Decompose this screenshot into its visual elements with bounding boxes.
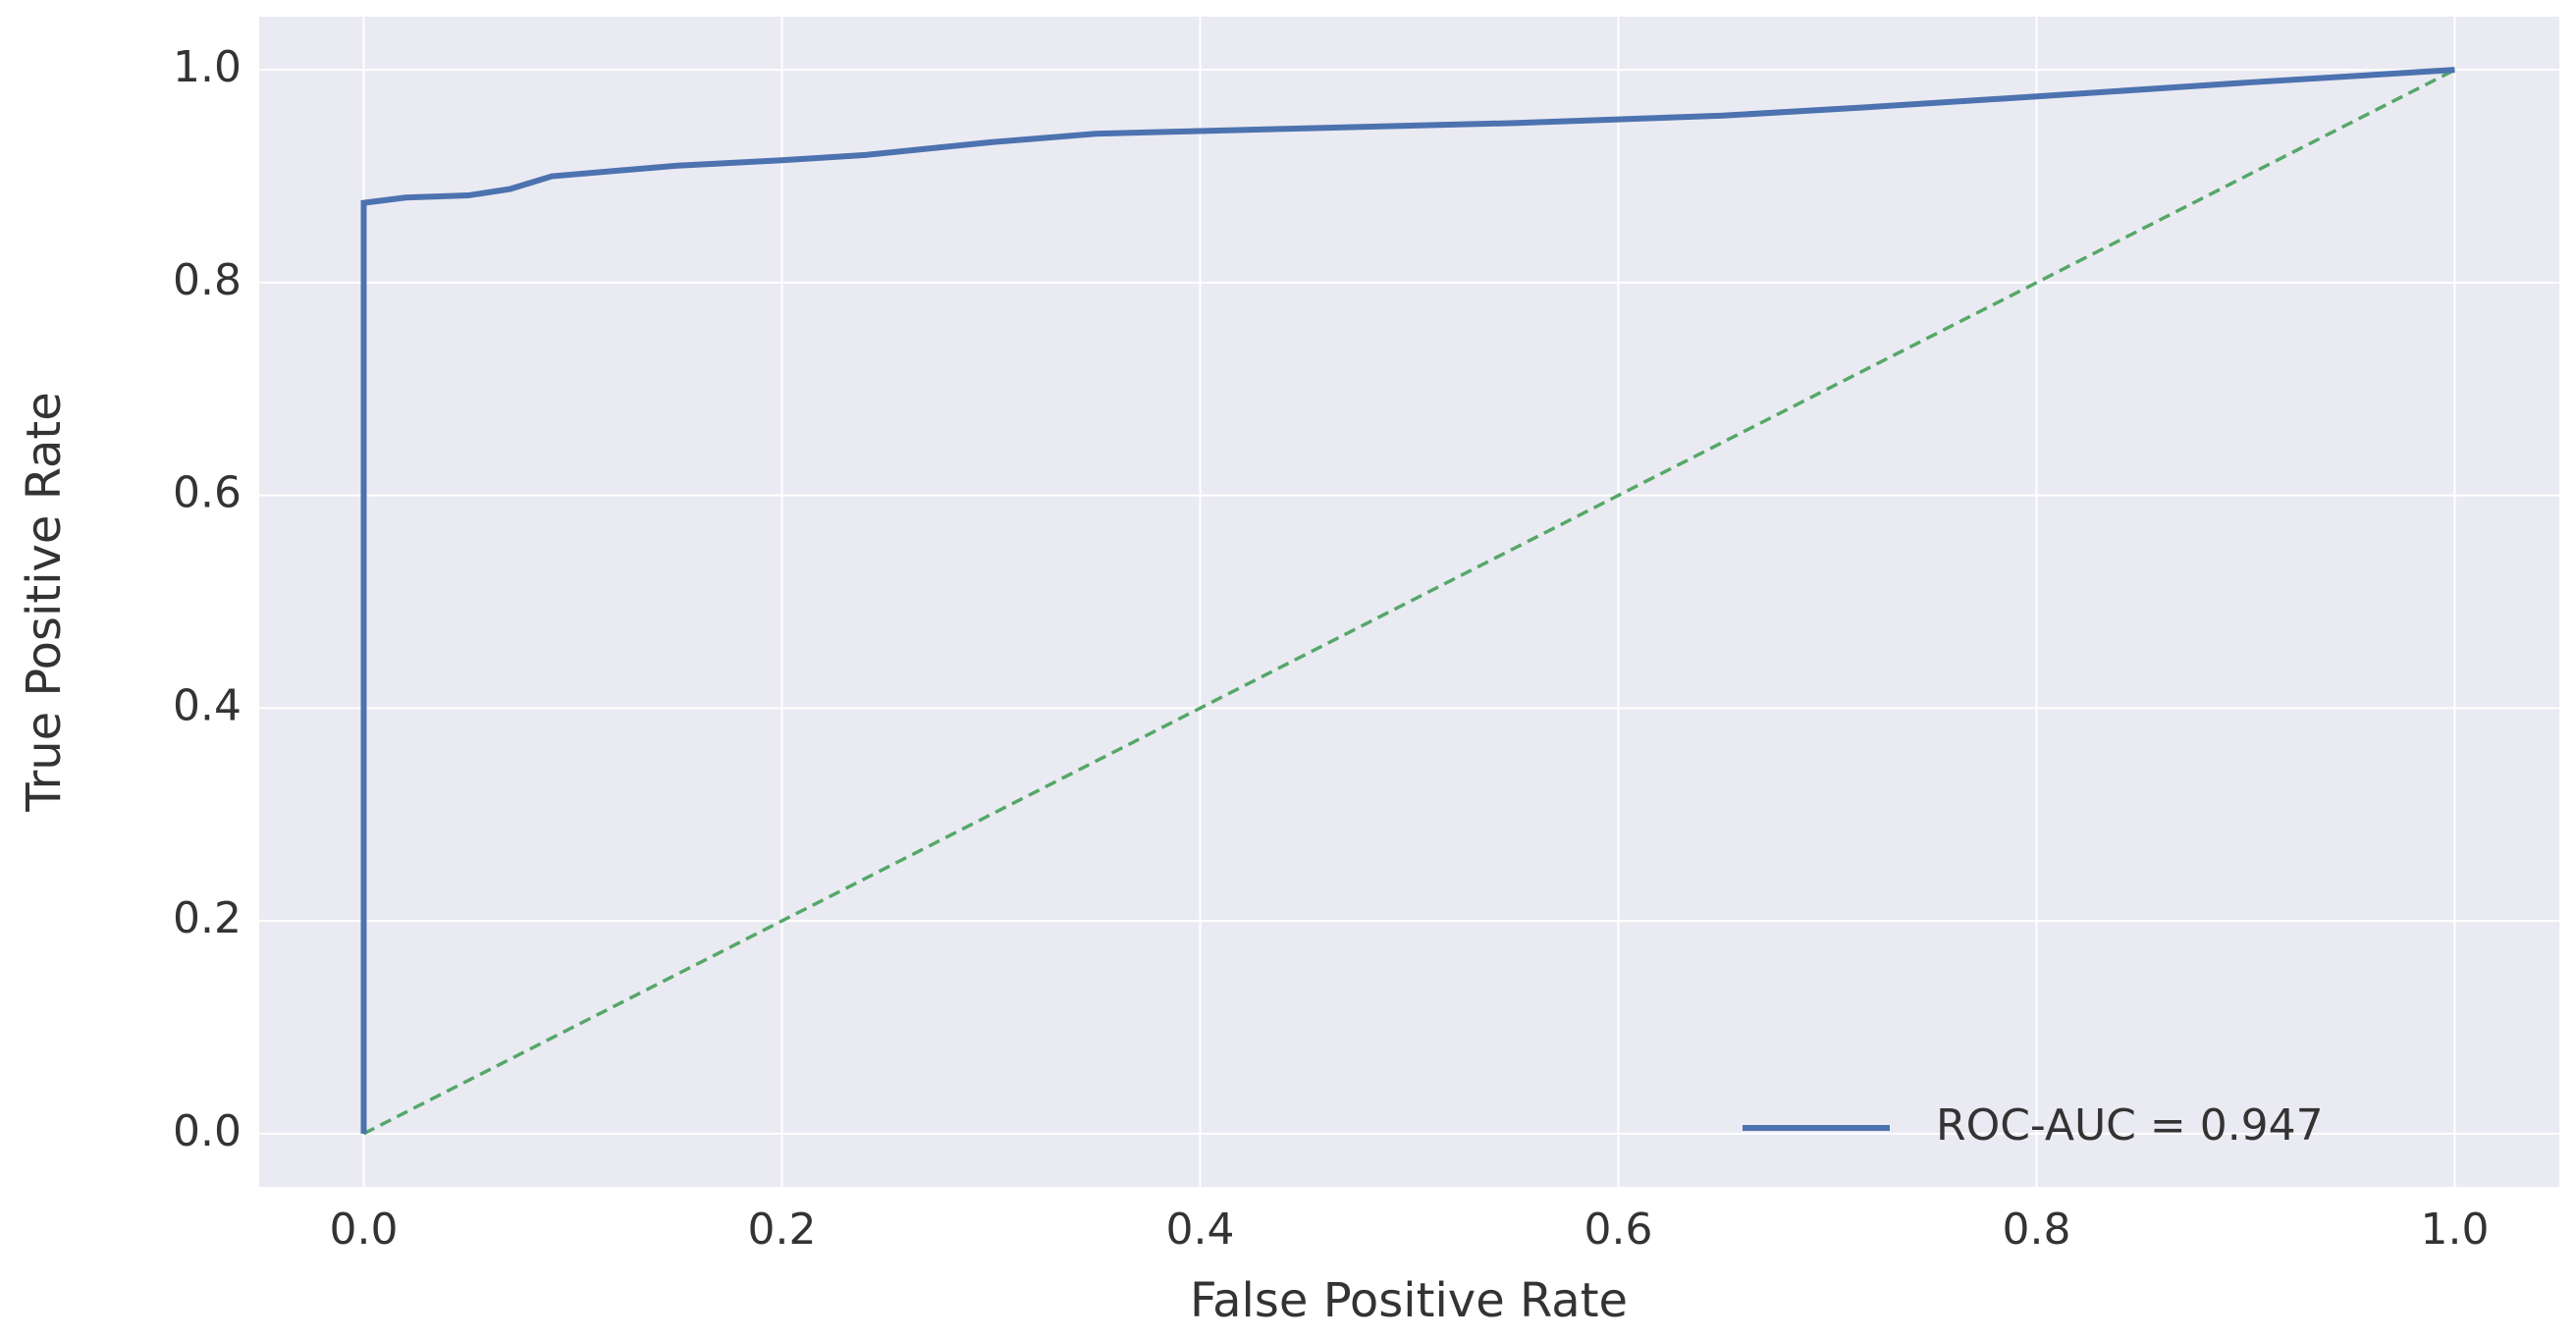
y-axis-label: True Positive Rate (17, 392, 72, 813)
x-tick-label: 0.6 (1584, 1205, 1653, 1255)
x-tick-label: 0.0 (330, 1205, 399, 1255)
x-tick-label: 0.2 (748, 1205, 817, 1255)
x-axis-label: False Positive Rate (1190, 1273, 1628, 1328)
y-tick-label: 0.6 (173, 468, 242, 518)
y-tick-label: 0.4 (173, 680, 242, 730)
x-tick-label: 1.0 (2421, 1205, 2490, 1255)
x-tick-label: 0.4 (1166, 1205, 1235, 1255)
y-tick-label: 0.0 (173, 1106, 242, 1156)
y-tick-label: 1.0 (173, 42, 242, 92)
y-tick-label: 0.2 (173, 893, 242, 943)
x-tick-label: 0.8 (2003, 1205, 2071, 1255)
legend-label: ROC-AUC = 0.947 (1936, 1100, 2324, 1151)
line (360, 67, 2455, 1134)
y-tick-label: 0.8 (173, 255, 242, 305)
